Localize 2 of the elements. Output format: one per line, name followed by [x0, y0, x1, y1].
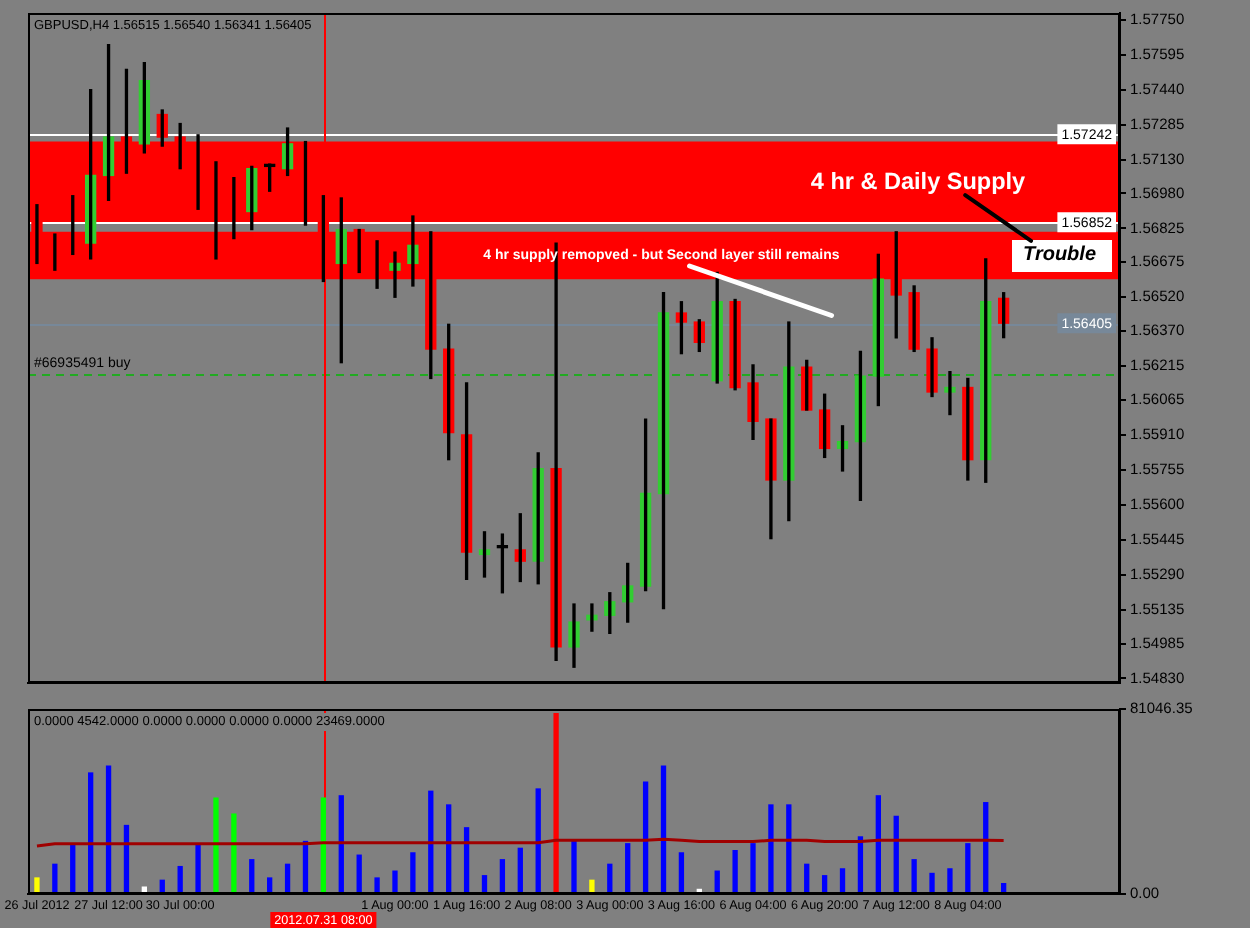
- band-label: 4 hr & Daily Supply: [810, 168, 1027, 195]
- annotation: Trouble: [1011, 240, 1112, 273]
